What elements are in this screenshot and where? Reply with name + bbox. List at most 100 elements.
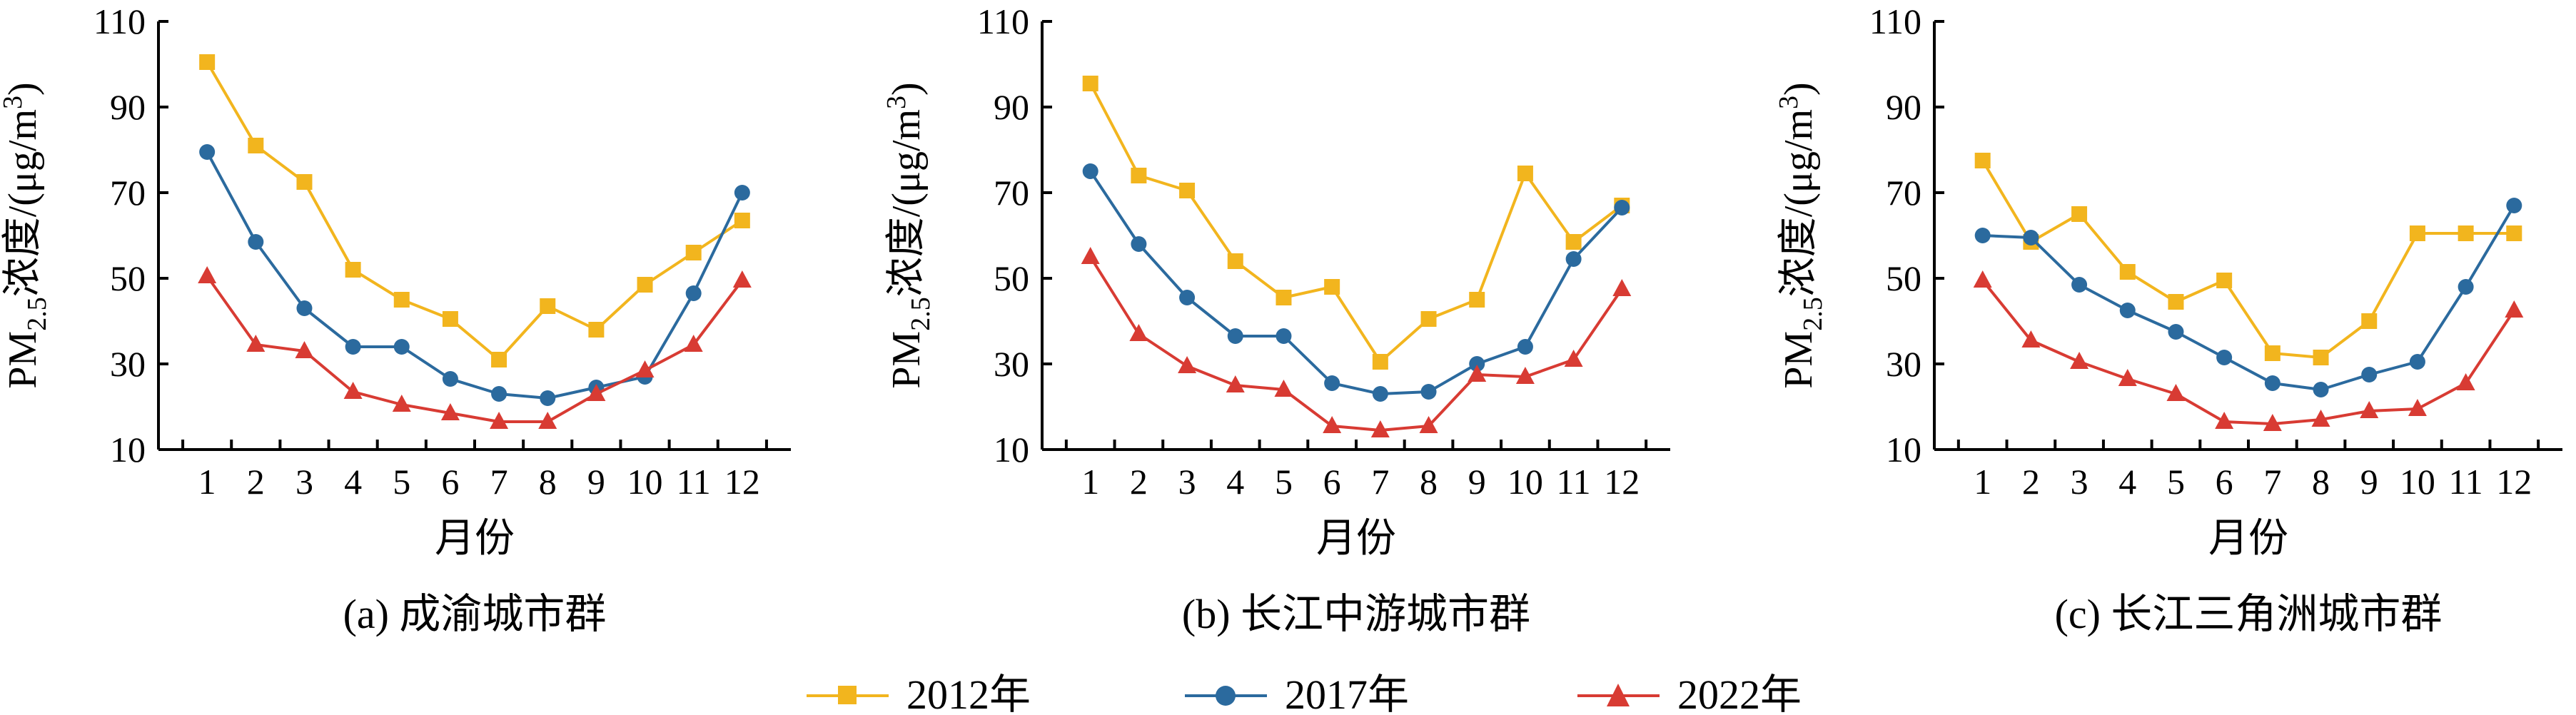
data-point-circle — [1614, 200, 1630, 215]
data-point-square — [2216, 273, 2233, 288]
data-point-triangle — [2505, 300, 2524, 318]
series-line-2017 — [1982, 204, 2516, 391]
x-tick-label: 7 — [2263, 462, 2281, 502]
legend-label-2017: 2017年 — [1285, 671, 1409, 715]
data-point-circle — [2023, 230, 2039, 245]
data-point-square — [2168, 294, 2184, 310]
data-point-square — [2313, 350, 2329, 365]
legend-item-2017: 2017年 — [1185, 671, 1409, 715]
data-point-square — [734, 213, 750, 228]
series-line-2022 — [1089, 255, 1623, 432]
series-line-2012 — [206, 61, 743, 361]
x-tick-label: 12 — [1604, 462, 1640, 502]
data-point-circle — [2361, 367, 2378, 382]
x-tick-label: 2 — [1130, 462, 1148, 502]
data-point-circle — [1565, 251, 1582, 267]
data-point-triangle — [490, 412, 509, 429]
data-point-triangle — [343, 382, 363, 399]
data-point-triangle — [440, 403, 460, 420]
y-axis-label: PM2.5浓度/(μg/m3) — [882, 82, 936, 388]
data-point-square — [1469, 292, 1485, 308]
data-point-circle — [248, 234, 264, 250]
data-point-square — [1974, 153, 1991, 168]
x-tick-label: 10 — [1507, 462, 1543, 502]
data-point-square — [2264, 345, 2280, 361]
data-point-square — [248, 138, 264, 153]
data-point-square — [199, 54, 216, 70]
x-tick-label: 3 — [1178, 462, 1196, 502]
y-tick-label: 90 — [1886, 87, 1921, 127]
legend-label-2012: 2012年 — [906, 671, 1031, 715]
y-tick-label: 90 — [994, 87, 1029, 127]
legend: 2012年 2017年 2022年 — [807, 671, 1802, 715]
x-tick-label: 4 — [344, 462, 362, 502]
data-point-triangle — [684, 335, 703, 352]
y-tick-label: 50 — [1886, 258, 1921, 298]
data-point-triangle — [2456, 373, 2475, 390]
data-point-triangle — [1973, 270, 1992, 288]
data-point-square — [2361, 313, 2378, 329]
series-2017 — [1974, 198, 2522, 397]
series-line-2012 — [1981, 159, 2515, 359]
legend-triangle-marker — [1607, 684, 1630, 706]
data-point-triangle — [246, 335, 266, 352]
x-tick-label: 1 — [1974, 462, 1991, 502]
data-point-square — [1420, 311, 1437, 327]
y-tick-label: 50 — [110, 258, 146, 298]
data-point-square — [637, 277, 653, 293]
x-tick-label: 9 — [1468, 462, 1486, 502]
data-point-square — [2119, 264, 2136, 280]
data-point-circle — [2216, 350, 2233, 365]
data-point-triangle — [1226, 375, 1245, 392]
y-tick-label: 70 — [994, 173, 1029, 213]
y-tick-label: 90 — [110, 87, 146, 127]
data-point-square — [1227, 253, 1243, 269]
data-point-triangle — [2263, 414, 2282, 431]
data-point-triangle — [1468, 365, 1487, 382]
series-line-2012 — [1089, 83, 1623, 363]
x-tick-label: 5 — [1275, 462, 1293, 502]
data-point-square — [588, 322, 605, 338]
data-point-square — [442, 311, 458, 327]
data-point-circle — [199, 144, 216, 160]
series-2017 — [1082, 163, 1630, 402]
data-point-triangle — [635, 360, 655, 377]
x-tick-label: 3 — [2071, 462, 2088, 502]
data-point-circle — [1517, 339, 1533, 355]
data-point-square — [1082, 76, 1098, 91]
data-point-circle — [2506, 198, 2522, 213]
x-tick-label: 8 — [1420, 462, 1438, 502]
data-point-triangle — [2311, 410, 2330, 427]
data-point-triangle — [732, 270, 752, 288]
panel-caption: (b) 长江中游城市群 — [1182, 591, 1530, 637]
series-2017 — [199, 144, 750, 406]
data-point-triangle — [2118, 369, 2137, 386]
data-point-triangle — [1129, 324, 1148, 341]
data-point-circle — [393, 339, 410, 355]
y-tick-label: 30 — [110, 344, 146, 384]
data-point-circle — [1974, 228, 1991, 243]
data-point-triangle — [2360, 401, 2379, 418]
data-point-triangle — [2021, 330, 2041, 348]
x-tick-label: 12 — [2496, 462, 2532, 502]
data-point-square — [2409, 225, 2425, 241]
y-tick-label: 110 — [977, 1, 1029, 41]
data-point-circle — [2264, 375, 2280, 391]
data-point-circle — [1324, 375, 1340, 391]
data-point-triangle — [1178, 356, 1197, 373]
data-point-triangle — [2166, 384, 2186, 401]
x-tick-label: 6 — [1323, 462, 1341, 502]
y-axis-label: PM2.5浓度/(μg/m3) — [0, 82, 52, 388]
data-point-square — [491, 352, 507, 367]
data-point-triangle — [1564, 350, 1583, 367]
legend-item-2022: 2022年 — [1577, 671, 1802, 715]
x-tick-label: 5 — [393, 462, 410, 502]
data-point-triangle — [1515, 367, 1535, 384]
data-point-circle — [1179, 290, 1196, 305]
x-tick-label: 2 — [2022, 462, 2040, 502]
data-point-square — [1324, 279, 1340, 295]
series-2012 — [199, 54, 750, 367]
